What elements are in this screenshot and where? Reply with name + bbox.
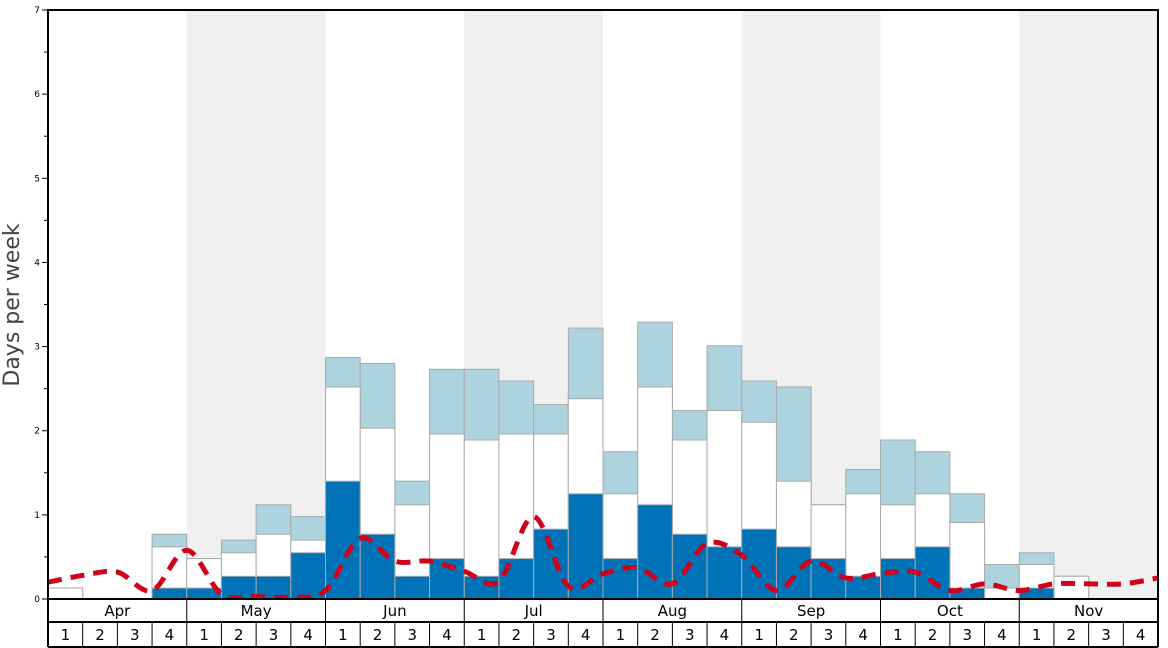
week-label: 3 [130, 626, 140, 644]
week-label: 3 [269, 626, 279, 644]
week-label: 4 [165, 626, 175, 644]
x-axis: Apr May Jun Jul Aug Sep Oct Nov 1 2 3 4 1 2 3 4 1 2 3 4 1 2 3 4… [47, 599, 1159, 648]
bar-dark-w13 [463, 575, 500, 600]
week-label: 2 [373, 626, 383, 644]
week-label: 3 [685, 626, 695, 644]
week-label: 1 [61, 626, 71, 644]
week-label: 2 [95, 626, 105, 644]
dashed-line-series [47, 514, 1159, 601]
y-tick-label: 5 [34, 174, 40, 184]
y-tick-label: 3 [34, 343, 40, 353]
week-label: 4 [303, 626, 313, 644]
bar-dark-w10 [359, 533, 396, 600]
week-label: 2 [650, 626, 660, 644]
dashed-line [47, 514, 1159, 601]
month-label-oct: Oct [937, 602, 963, 620]
bar-dark-w8 [290, 552, 326, 600]
week-label: 3 [824, 626, 834, 644]
plot-frame [47, 9, 1159, 600]
week-label: 2 [1067, 626, 1077, 644]
y-tick-label: 2 [34, 427, 40, 437]
week-label: 4 [581, 626, 591, 644]
bar-dark-w15 [533, 528, 569, 600]
bar-white-w27 [949, 521, 986, 600]
month-label-nov: Nov [1074, 602, 1103, 620]
bar-dark-w14 [498, 558, 535, 600]
y-tick-label: 6 [34, 90, 40, 100]
y-tick-label: 0 [34, 595, 40, 605]
bar-dark-w22 [775, 546, 812, 600]
bar-dark-w17 [602, 558, 639, 600]
bars [47, 321, 1090, 600]
y-axis-title: Days per week [0, 223, 25, 386]
week-label: 3 [546, 626, 556, 644]
month-label-may: May [241, 602, 272, 620]
week-label: 4 [997, 626, 1007, 644]
month-label-jun: Jun [382, 602, 406, 620]
bar-white-w30 [1053, 575, 1090, 600]
month-label-jul: Jul [524, 602, 543, 620]
bar-dark-w16 [567, 493, 604, 600]
y-tick-label: 4 [34, 258, 40, 268]
week-label: 3 [407, 626, 417, 644]
week-label: 4 [442, 626, 452, 644]
week-label: 1 [616, 626, 626, 644]
week-label: 1 [754, 626, 764, 644]
week-label: 1 [338, 626, 348, 644]
week-label: 2 [234, 626, 244, 644]
bar-dark-w9 [325, 480, 361, 600]
bar-dark-w11 [394, 575, 431, 600]
week-label: 3 [1101, 626, 1111, 644]
y-axis: 0 1 2 3 4 5 6 7 [34, 6, 48, 605]
month-bands [186, 10, 1158, 599]
week-label: 2 [512, 626, 522, 644]
month-label-sep: Sep [797, 602, 825, 620]
week-label: 2 [789, 626, 799, 644]
month-label-aug: Aug [658, 602, 687, 620]
y-tick-label: 1 [34, 511, 40, 521]
bar-dark-w25 [880, 558, 916, 600]
week-label: 4 [720, 626, 730, 644]
week-label: 1 [477, 626, 487, 644]
week-label: 1 [199, 626, 209, 644]
week-label: 4 [858, 626, 868, 644]
week-label: 3 [962, 626, 972, 644]
week-label: 1 [893, 626, 903, 644]
month-band-may [186, 10, 326, 599]
week-label: 4 [1136, 626, 1146, 644]
month-band-nov [1019, 10, 1158, 599]
y-tick-label: 7 [34, 6, 40, 16]
bar-white-w1 [47, 587, 84, 600]
week-label: 1 [1032, 626, 1042, 644]
week-label: 2 [928, 626, 938, 644]
month-label-apr: Apr [104, 602, 131, 620]
bar-dark-w23 [810, 558, 847, 600]
